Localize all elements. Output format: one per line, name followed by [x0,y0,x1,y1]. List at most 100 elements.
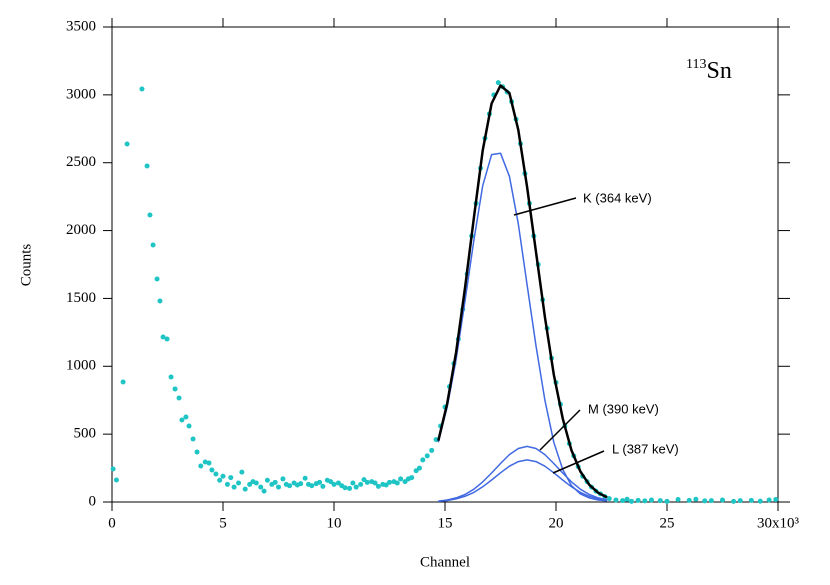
data-point [757,498,763,504]
data-point [206,460,212,466]
data-point [620,498,626,504]
data-point [424,453,430,459]
data-point [675,497,681,503]
x-tick-label: 0 [108,515,116,531]
data-point [198,463,204,469]
data-point [176,395,182,401]
data-point [144,163,150,169]
data-point [168,374,174,380]
x-tick-label: 10 [327,515,342,531]
data-point [413,468,419,474]
data-point [139,86,145,92]
data-point [628,498,634,504]
data-point [364,479,370,485]
data-point [194,449,200,455]
data-point [150,242,156,248]
data-point [154,276,160,282]
data-point [272,479,278,485]
data-point [606,496,612,502]
x-tick-label: 25 [660,515,675,531]
leader-line [513,197,577,216]
data-point [224,481,230,487]
data-point [124,141,130,147]
data-point [309,483,315,489]
fit-curve [437,84,608,499]
data-point [242,486,248,492]
data-point [642,498,648,504]
data-point [402,479,408,485]
data-point [258,484,264,490]
data-point [416,465,422,471]
plot-frame [111,26,779,503]
peak-label: M (390 keV) [588,401,659,416]
data-point [331,481,337,487]
data-point [335,480,341,486]
peak-label: K (364 keV) [583,190,652,205]
data-point [429,447,435,453]
leader-line [539,409,581,451]
data-point [737,498,743,504]
data-point [253,480,259,486]
data-point [731,498,737,504]
data-point [387,479,392,485]
data-point [708,498,714,504]
data-point [261,488,267,494]
data-point [495,80,501,86]
data-point [190,436,196,442]
component-curve [437,152,608,502]
data-point [228,475,234,481]
data-point [702,498,708,504]
data-point [202,459,208,465]
data-point [328,479,334,485]
data-point [686,497,692,503]
data-point [350,480,356,486]
data-point [113,477,119,483]
mass-number: 113 [686,57,706,72]
data-point [773,497,779,503]
y-tick-label: 3000 [66,86,96,102]
data-point [375,483,381,489]
data-point [110,466,116,472]
x-tick-label: 15 [438,515,453,531]
data-point [353,484,359,490]
data-point [298,481,304,487]
component-curve [438,445,608,502]
element-symbol: Sn [706,58,731,84]
data-point [220,473,226,479]
y-tick-label: 0 [89,493,97,509]
data-point [648,497,654,503]
y-axis-label: Counts [18,244,34,287]
x-axis-label: Channel [420,554,470,570]
isotope-annotation: 113Sn [686,57,732,83]
y-tick-label: 1000 [66,358,96,374]
data-point [179,417,185,423]
data-point [720,497,725,503]
leader-line [552,450,605,474]
data-point [320,483,326,489]
data-point [394,480,400,486]
data-point [276,484,281,490]
data-point [317,479,323,485]
component-curve [438,459,608,503]
data-point [160,334,166,340]
data-point [147,212,153,218]
data-point [236,480,242,486]
data-point [748,497,754,503]
data-point [358,481,364,487]
data-point [186,423,192,429]
data-point [372,480,378,486]
data-point [213,471,219,477]
data-point [383,482,389,488]
x-tick-label: 5 [219,515,227,531]
data-point [398,476,404,482]
data-point [231,484,237,490]
data-point [164,336,170,342]
data-point [172,386,178,392]
data-point [183,414,189,420]
data-point [693,496,699,502]
y-tick-label: 2000 [66,222,96,238]
data-point [657,498,663,504]
data-point [280,476,286,482]
data-point [239,469,245,475]
